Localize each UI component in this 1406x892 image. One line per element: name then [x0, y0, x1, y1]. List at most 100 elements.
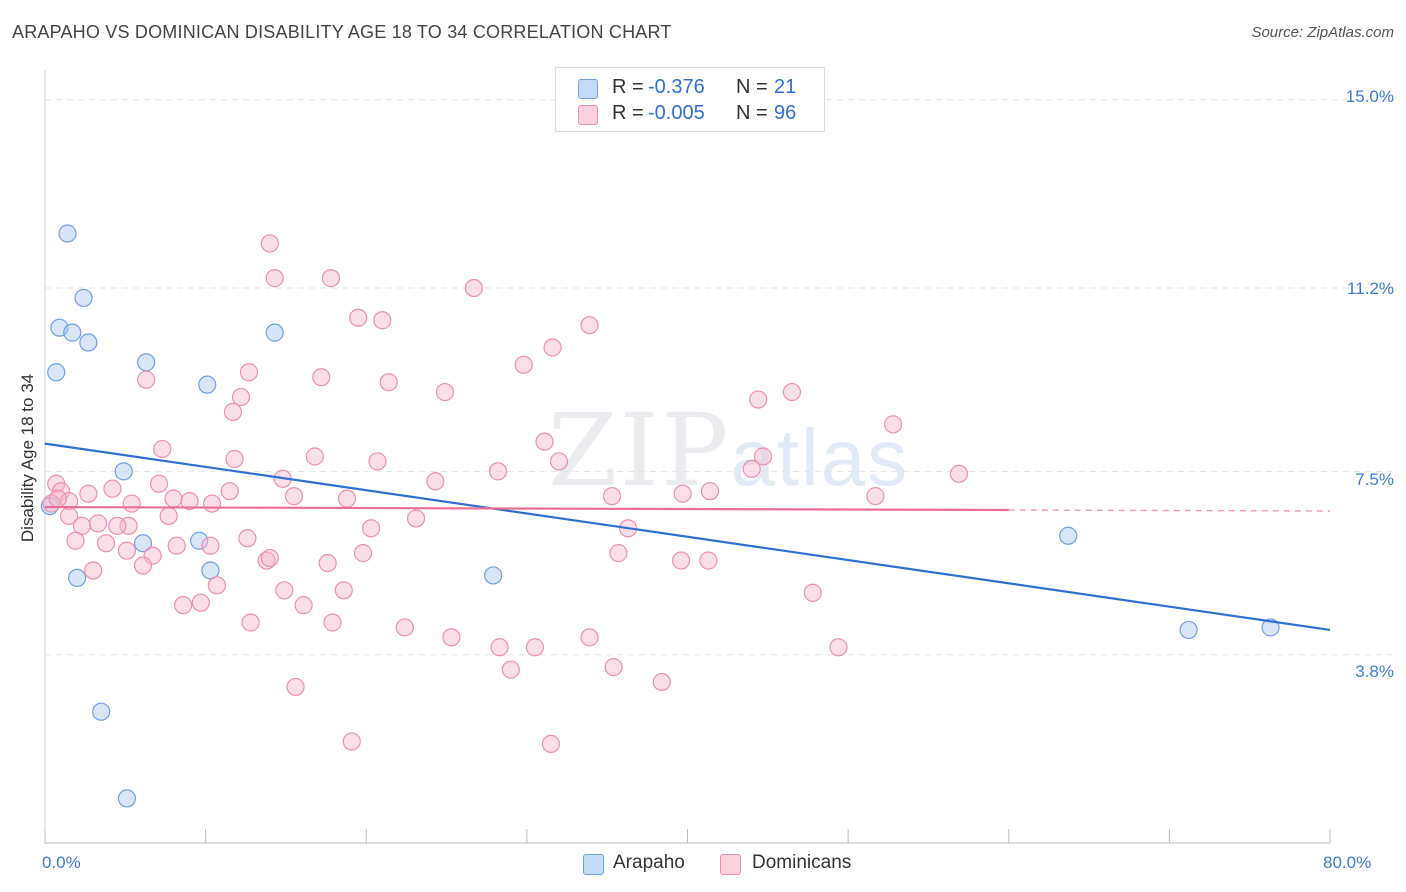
data-point-arapaho — [47, 363, 66, 382]
data-point-dominicans — [286, 677, 305, 697]
data-point-dominicans — [207, 576, 226, 595]
data-point-dominicans — [501, 660, 520, 679]
trend-line-dominicans — [44, 505, 1009, 512]
watermark: ZIPatlas — [548, 392, 909, 509]
data-point-dominicans — [84, 561, 103, 580]
data-point-dominicans — [260, 234, 279, 253]
data-point-dominicans — [549, 452, 569, 471]
data-point-dominicans — [180, 491, 199, 511]
data-point-dominicans — [464, 278, 483, 298]
data-point-dominicans — [368, 452, 387, 471]
bottom-legend-swatch-dominicans — [720, 854, 741, 875]
data-point-dominicans — [79, 484, 98, 503]
data-point-arapaho — [92, 702, 111, 721]
data-point-dominicans — [866, 487, 885, 506]
data-point-dominicans — [395, 618, 414, 637]
data-point-dominicans — [284, 487, 304, 506]
data-point-arapaho — [190, 531, 209, 550]
data-point-dominicans — [949, 464, 969, 483]
data-point-dominicans — [108, 516, 127, 535]
data-point-dominicans — [580, 628, 599, 647]
y-tick-label: 11.2% — [1347, 279, 1394, 298]
data-point-dominicans — [220, 482, 239, 501]
data-point-dominicans — [265, 269, 284, 288]
correlation-legend: R = -0.376 N = 21 R = -0.005 N = 96 — [555, 67, 825, 132]
data-point-dominicans — [143, 546, 162, 565]
data-point-dominicans — [260, 548, 279, 568]
data-point-arapaho — [63, 323, 82, 342]
data-point-dominicans — [361, 519, 381, 538]
data-point-dominicans — [699, 551, 718, 570]
x-tick-label: 0.0% — [42, 853, 81, 872]
legend-r-label: R = — [612, 76, 644, 98]
data-point-arapaho — [114, 462, 133, 481]
watermark-zip: ZIP — [548, 392, 731, 509]
data-point-dominicans — [103, 479, 122, 498]
legend-r-label: R = — [612, 102, 644, 124]
data-point-dominicans — [153, 439, 172, 459]
data-point-dominicans — [379, 373, 398, 392]
data-point-dominicans — [223, 402, 243, 422]
data-point-dominicans — [753, 447, 773, 466]
data-point-dominicans — [225, 449, 244, 469]
data-point-dominicans — [782, 382, 802, 402]
data-point-dominicans — [353, 544, 373, 563]
legend-swatch-dominicans — [578, 105, 598, 125]
data-point-dominicans — [700, 482, 720, 501]
data-point-dominicans — [488, 462, 508, 481]
y-axis-label: Disability Age 18 to 34 — [18, 373, 37, 543]
data-point-dominicans — [66, 531, 85, 550]
data-point-arapaho — [74, 288, 93, 308]
data-point-dominicans — [749, 390, 768, 409]
legend-r-value: -0.376 — [648, 76, 705, 98]
data-point-dominicans — [202, 494, 222, 513]
legend-n-label: N = — [736, 102, 768, 124]
data-point-dominicans — [652, 672, 671, 692]
trend-line-extension-dominicans — [1008, 509, 1331, 512]
data-point-dominicans — [201, 536, 220, 555]
data-point-dominicans — [580, 316, 599, 335]
data-point-arapaho — [1059, 526, 1078, 545]
data-point-dominicans — [133, 556, 153, 575]
legend-n-value: 21 — [774, 76, 797, 98]
data-point-dominicans — [164, 489, 183, 508]
data-point-dominicans — [241, 613, 260, 632]
data-point-dominicans — [541, 734, 561, 753]
data-point-dominicans — [231, 387, 251, 407]
data-point-dominicans — [373, 311, 392, 330]
data-point-dominicans — [535, 432, 554, 451]
data-point-dominicans — [239, 363, 259, 382]
data-point-dominicans — [604, 657, 623, 677]
data-point-dominicans — [543, 338, 562, 357]
legend-swatch-arapaho — [578, 79, 598, 99]
data-point-dominicans — [490, 638, 509, 657]
data-point-dominicans — [829, 638, 848, 657]
data-point-dominicans — [525, 638, 545, 657]
data-point-dominicans — [323, 613, 342, 632]
data-point-dominicans — [48, 489, 67, 508]
y-tick-label: 15.0% — [1345, 87, 1394, 106]
data-point-arapaho — [198, 375, 217, 394]
data-point-dominicans — [88, 514, 108, 533]
data-point-arapaho — [79, 333, 98, 352]
legend-n-value: 96 — [774, 102, 797, 124]
bottom-legend-label: Arapaho — [613, 852, 685, 873]
data-point-dominicans — [514, 355, 533, 374]
data-point-arapaho — [484, 566, 503, 585]
data-point-dominicans — [742, 459, 761, 478]
data-point-arapaho — [68, 568, 87, 588]
data-point-dominicans — [96, 534, 116, 553]
data-point-dominicans — [442, 628, 461, 647]
legend-n-label: N = — [736, 76, 768, 98]
data-point-dominicans — [149, 474, 169, 493]
data-point-dominicans — [174, 596, 193, 615]
data-point-dominicans — [59, 491, 79, 511]
data-point-dominicans — [159, 506, 178, 526]
data-point-arapaho — [58, 224, 77, 243]
data-point-dominicans — [117, 541, 137, 560]
data-point-dominicans — [294, 596, 313, 615]
data-point-arapaho — [1179, 620, 1198, 640]
data-point-dominicans — [803, 583, 822, 602]
data-point-dominicans — [305, 447, 324, 466]
